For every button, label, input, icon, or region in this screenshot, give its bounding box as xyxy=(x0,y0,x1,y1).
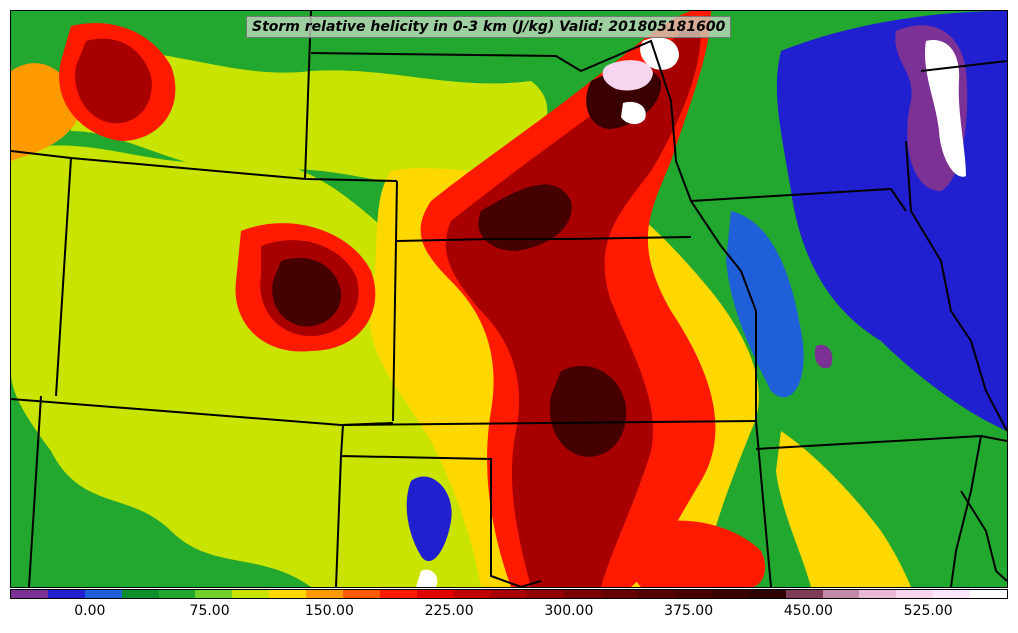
field-moderate-north xyxy=(71,49,548,187)
colorbar-segment xyxy=(527,590,565,598)
field-very-high-nw xyxy=(75,38,152,124)
colorbar-segment xyxy=(601,590,639,598)
boundary-ia-north xyxy=(690,187,907,212)
boundary-mn-ia xyxy=(580,39,742,272)
boundary-co-south xyxy=(11,398,394,427)
field-max-north-2 xyxy=(640,37,679,70)
colorbar-segment xyxy=(822,590,860,598)
boundary-wyoming-colorado xyxy=(55,157,72,397)
colorbar-segment xyxy=(638,590,676,598)
colorbar-segment xyxy=(232,590,270,598)
field-low-sw xyxy=(406,476,452,562)
colorbar-segment xyxy=(453,590,491,598)
boundary-ok-panhandle xyxy=(339,424,522,587)
field-very-high-band xyxy=(445,31,701,587)
colorbar-segment xyxy=(970,590,1008,598)
field-elevated-se xyxy=(776,431,911,587)
boundary-ks-ok xyxy=(342,420,757,426)
colorbar-tick-label: 225.00 xyxy=(424,603,474,619)
colorbar-tick-label: 150.00 xyxy=(304,603,354,619)
boundary-dakotas xyxy=(304,11,312,180)
colorbar-segment xyxy=(675,590,712,598)
colorbar-segment xyxy=(11,590,48,598)
field-high-south xyxy=(625,520,766,587)
colorbar-segment xyxy=(306,590,344,598)
colorbar xyxy=(10,589,1008,599)
colorbar-segment xyxy=(711,590,749,598)
boundary-ne-ks-east xyxy=(740,270,772,587)
colorbar-segment xyxy=(343,590,380,598)
colorbar-segment xyxy=(269,590,307,598)
boundary-wyoming-east xyxy=(395,180,398,242)
colorbar-segment xyxy=(564,590,602,598)
colorbar-tick-label: 0.00 xyxy=(74,603,106,619)
field-max-ne xyxy=(924,40,966,177)
boundary-az-nm xyxy=(28,395,42,587)
colorbar-segment xyxy=(785,590,823,598)
boundary-ne-co xyxy=(392,240,397,422)
boundary-mississippi xyxy=(960,490,1007,582)
colorbar-tick-label: 375.00 xyxy=(664,603,714,619)
field-extreme-core-3 xyxy=(272,257,342,327)
helicity-map xyxy=(11,11,1007,587)
field-negative-east xyxy=(814,344,833,369)
field-max-north-1 xyxy=(602,60,653,91)
field-extreme-core-1 xyxy=(478,184,572,251)
map-title: Storm relative helicity in 0-3 km (J/kg)… xyxy=(246,16,732,38)
colorbar-tick-label: 525.00 xyxy=(903,603,953,619)
colorbar-segment xyxy=(47,590,85,598)
colorbar-labels: 0.00 75.00 150.00 225.00 300.00 375.00 450.00 5… xyxy=(10,603,1008,625)
colorbar-segment xyxy=(195,590,233,598)
boundary-wi xyxy=(920,60,1007,72)
boundary-nd-sd xyxy=(310,52,582,72)
boundary-nm-tx xyxy=(335,455,342,587)
colorbar-segment xyxy=(379,590,417,598)
field-extreme-core-2 xyxy=(549,365,627,457)
colorbar-segment xyxy=(933,590,971,598)
colorbar-segment xyxy=(158,590,196,598)
boundary-ok-tx-south xyxy=(520,580,542,587)
colorbar-tick-label: 75.00 xyxy=(189,603,230,619)
colorbar-segment xyxy=(84,590,122,598)
field-low-east-2 xyxy=(726,211,804,398)
boundary-ar-east xyxy=(950,435,982,587)
colorbar-tick-label: 300.00 xyxy=(544,603,594,619)
field-max-north-3 xyxy=(621,101,646,125)
colorbar-segment xyxy=(748,590,786,598)
boundary-montana-wyoming-north xyxy=(11,150,398,182)
colorbar-segment xyxy=(416,590,454,598)
colorbar-segment xyxy=(490,590,528,598)
colorbar-segment xyxy=(859,590,897,598)
field-max-south xyxy=(416,569,438,587)
map-frame xyxy=(10,10,1008,588)
colorbar-tick-label: 450.00 xyxy=(783,603,833,619)
colorbar-segment xyxy=(121,590,159,598)
boundary-il-east xyxy=(905,140,1007,432)
state-boundaries xyxy=(11,11,1007,587)
colorbar-segment xyxy=(896,590,934,598)
boundary-sd-ne xyxy=(396,236,692,242)
